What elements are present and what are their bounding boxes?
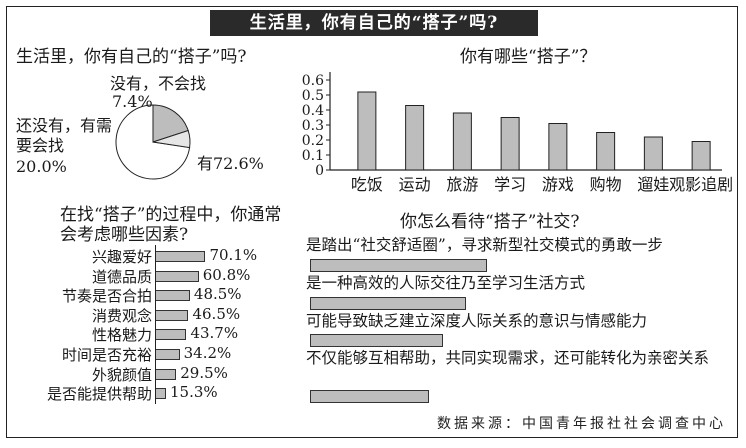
y-tick-label: 0.2 <box>302 133 324 149</box>
bar <box>452 112 472 171</box>
frame <box>6 6 738 438</box>
factor-bar <box>155 270 199 282</box>
opinion-label: 是踏出“社交舒适圈”，寻求新型社交模式的勇敢一步 <box>306 236 663 254</box>
opinion-bar <box>310 259 487 272</box>
y-tick-label: 0.4 <box>302 103 324 119</box>
factor-label: 节奏是否合拍 <box>61 287 152 306</box>
x-tick-label: 观影追剧 <box>669 175 733 194</box>
factor-label: 消费观念 <box>91 306 152 325</box>
y-tick-label: 0.5 <box>302 88 324 104</box>
factor-value: 29.5% <box>180 363 228 382</box>
bar <box>691 141 711 171</box>
pie-slice <box>152 104 189 143</box>
bar <box>596 132 616 171</box>
factor-bar <box>155 349 180 360</box>
opinion-label: 不仅能够互相帮助，共同实现需求，还可能转化为亲密关系 <box>306 349 710 367</box>
factor-bar <box>155 309 189 321</box>
factor-label: 是否能提供帮助 <box>46 385 152 404</box>
y-tick-label: 0.6 <box>302 73 324 89</box>
x-tick-label: 学习 <box>494 175 526 194</box>
bar <box>357 91 377 171</box>
bar <box>548 123 568 171</box>
factor-bar <box>155 251 206 262</box>
opinion-bar <box>310 390 429 403</box>
factor-value: 70.1% <box>209 246 258 264</box>
bar <box>500 117 520 171</box>
opinion-bar <box>310 334 443 347</box>
factor-axis <box>155 245 156 404</box>
factor-bar <box>155 329 187 341</box>
pie-label-later: 还没有，有需要会找 <box>16 116 113 155</box>
factor-label: 外貌颜值 <box>91 365 152 384</box>
pie-label-no: 没有，不会找 <box>110 74 207 93</box>
factor-value: 43.7% <box>190 324 239 343</box>
pie-label-yes: 有72.6% <box>197 154 264 173</box>
x-tick-label: 吃饭 <box>351 175 383 194</box>
factors-title: 在找“搭子”的过程中，你通常会考虑哪些因素? <box>60 205 282 245</box>
factor-bar <box>155 290 190 302</box>
opinion-label: 可能导致缺乏建立深度人际关系的意识与情感能力 <box>306 312 648 330</box>
y-tick-label: 0 <box>315 163 324 179</box>
page-title: 生活里，你有自己的“搭子”吗? <box>210 10 538 36</box>
factor-label: 道德品质 <box>91 267 152 286</box>
factor-value: 60.8% <box>202 265 251 284</box>
pie-title: 生活里，你有自己的“搭子”吗? <box>16 47 247 67</box>
factor-value: 48.5% <box>193 285 242 304</box>
opinion-title: 你怎么看待“搭子”社交? <box>400 212 580 232</box>
bar-chart-title: 你有哪些“搭子”？ <box>460 47 597 67</box>
x-tick-label: 遛娃 <box>637 175 669 194</box>
pie-value-later: 20.0% <box>16 157 67 176</box>
x-tick-label: 旅游 <box>446 175 478 194</box>
pie-slice <box>152 129 191 149</box>
x-tick-label: 购物 <box>590 175 622 194</box>
source-note: 数据来源：中国青年报社社会调查中心 <box>437 416 726 432</box>
opinion-label: 是一种高效的人际交往乃至学习生活方式 <box>306 274 586 292</box>
factor-value: 15.3% <box>170 383 218 402</box>
factor-bar <box>155 368 177 380</box>
bar <box>643 136 663 171</box>
pie-value-no: 7.4% <box>112 92 153 111</box>
x-tick-label: 游戏 <box>542 175 574 194</box>
factor-label: 性格魅力 <box>91 326 152 345</box>
y-tick-label: 0.3 <box>302 118 324 134</box>
x-tick-label: 运动 <box>399 175 431 194</box>
bar <box>405 105 425 171</box>
factor-label: 时间是否充裕 <box>61 346 152 364</box>
factor-label: 兴趣爱好 <box>91 248 152 266</box>
opinion-bar <box>310 297 467 310</box>
factor-value: 34.2% <box>183 344 232 362</box>
factor-value: 46.5% <box>192 304 241 323</box>
y-tick-label: 0.1 <box>302 148 324 164</box>
factor-bar <box>155 388 167 400</box>
